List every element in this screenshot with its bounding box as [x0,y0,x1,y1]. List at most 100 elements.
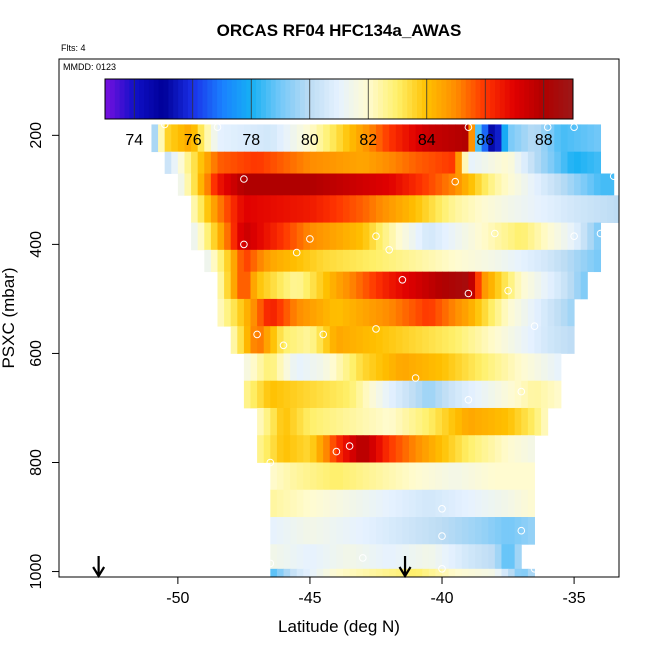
heatmap-cell [316,271,324,300]
heatmap-cell [402,326,410,354]
heatmap-cell [329,124,337,153]
heatmap-cell [481,298,489,327]
heatmap-cell [356,517,364,545]
heatmap-cell [541,173,549,196]
heatmap-cell [342,544,351,570]
heatmap-cell [316,195,324,223]
heatmap-cell [560,271,568,300]
sample-marker [596,229,605,238]
heatmap-cell [455,462,463,491]
sample-marker [609,172,618,180]
heatmap-cell [276,435,285,463]
heatmap-cell [323,462,331,491]
heatmap-cell [448,489,456,518]
heatmap-cell [309,326,318,354]
heatmap-cell [567,298,575,327]
heatmap-cell [309,271,318,300]
heatmap-cell [349,353,357,382]
heatmap-cell [494,544,502,570]
heatmap-cell [428,326,436,354]
heatmap-cell [362,173,370,196]
heatmap-cell [263,298,271,327]
heatmap-cell [177,173,185,196]
heatmap-cell [323,298,331,327]
heatmap-cell [276,271,285,300]
heatmap-cell [494,489,502,518]
sample-marker [306,235,314,243]
heatmap-cell [481,222,489,251]
heatmap-cell [336,462,344,491]
heatmap-cell [442,380,450,409]
heatmap-cell [468,353,476,382]
heatmap-cell [567,249,575,273]
heatmap-cell [475,435,483,463]
heatmap-cell [316,544,324,570]
heatmap-cell [382,124,390,153]
heatmap-cell [455,173,463,196]
colorbar-segment [441,79,447,119]
heatmap-cell [329,173,337,196]
heatmap-cell [336,568,344,578]
heatmap-cell [316,326,324,354]
colorbar-segment [392,79,398,119]
heatmap-cell [593,249,602,273]
heatmap-cell [283,353,291,382]
heatmap-cell [316,380,324,409]
heatmap-cell [455,353,463,382]
heatmap-cell [349,462,357,491]
heatmap-cell [369,298,377,327]
heatmap-cell [230,271,238,300]
heatmap-cell [329,326,337,354]
heatmap-cell [435,489,443,518]
heatmap-cell [475,353,483,382]
heatmap-cell [349,407,357,436]
heatmap-cell [290,544,298,570]
heatmap-cell [270,249,278,273]
heatmap-cell [415,195,423,223]
heatmap-cell [461,568,469,578]
heatmap-cell [197,222,205,251]
heatmap-cell [448,151,456,174]
sample-marker [504,286,512,295]
heatmap-cell [349,489,357,518]
heatmap-cell [475,380,483,409]
heatmap-cell [263,124,271,153]
heatmap-cell [329,462,337,491]
heatmap-cell [422,249,430,273]
heatmap-cell [375,568,384,578]
heatmap-cell [488,353,496,382]
heatmap-cell [296,271,304,300]
heatmap-cell [296,151,304,174]
heatmap-cell [547,151,555,174]
heatmap-cell [270,353,278,382]
heatmap-cell [481,380,489,409]
heatmap-cell [309,124,318,153]
heatmap-cell [316,462,324,491]
heatmap-cell [527,195,535,223]
heatmap-cell [342,353,351,382]
heatmap-cell [309,380,318,409]
colorbar-tick-label: 84 [418,132,436,149]
heatmap-cell [309,222,318,251]
heatmap-cell [369,544,377,570]
heatmap-cell [494,222,502,251]
heatmap-cell [283,151,291,174]
heatmap-cell [435,568,443,578]
heatmap-cell [514,298,522,327]
heatmap-cell [171,124,179,153]
heatmap-cell [402,489,410,518]
heatmap-cell [336,195,344,223]
heatmap-cell [534,124,542,153]
heatmap-cell [494,151,502,174]
heatmap-cell [382,407,390,436]
heatmap-cell [475,195,483,223]
heatmap-cell [501,249,509,273]
heatmap-cell [323,489,331,518]
heatmap-cell [580,249,588,273]
heatmap-cell [257,173,265,196]
heatmap-cell [488,271,496,300]
heatmap-cell [554,353,562,382]
heatmap-cell [494,195,502,223]
sample-marker [570,232,578,240]
heatmap-cell [303,271,311,300]
